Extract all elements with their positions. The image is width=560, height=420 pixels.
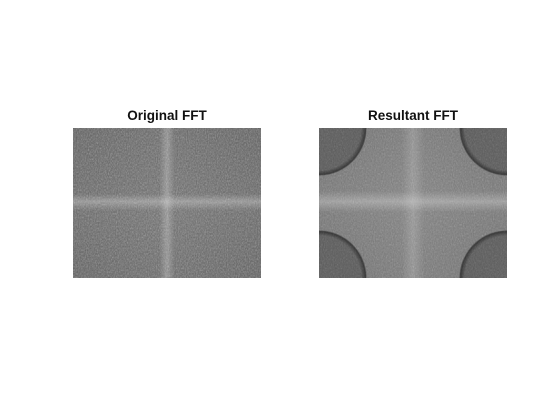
panel-title-resultant-fft: Resultant FFT [368, 108, 458, 123]
panel-title-original-fft: Original FFT [127, 108, 207, 123]
corner-arc-bottom-right [459, 230, 507, 278]
original-fft-image [73, 128, 261, 278]
corner-arc-bottom-left [319, 230, 367, 278]
resultant-fft-svg [319, 128, 507, 278]
original-fft-svg [73, 128, 261, 278]
corner-arc-top-right [459, 128, 507, 176]
original-fft-horizontal-band [73, 128, 261, 278]
corner-arc-top-left [319, 128, 367, 176]
resultant-fft-image [319, 128, 507, 278]
